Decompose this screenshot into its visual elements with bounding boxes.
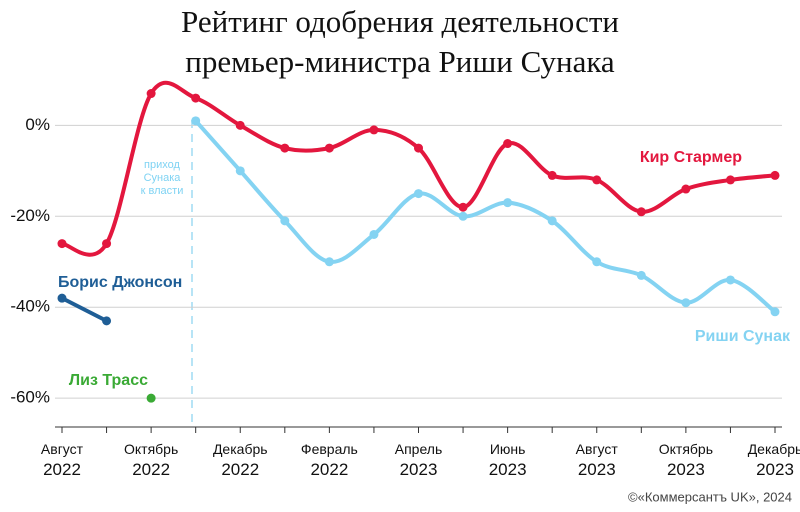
y-tick-label: -20% [10, 206, 50, 225]
series-label: Кир Стармер [640, 149, 742, 166]
x-tick-label: Август 2022 [41, 441, 84, 480]
point [414, 143, 423, 153]
point [592, 175, 602, 185]
point [57, 239, 67, 249]
point [547, 216, 557, 226]
x-tick-label: Октябрь 2022 [124, 441, 178, 480]
point [503, 198, 513, 208]
point [503, 139, 513, 149]
point [324, 257, 334, 267]
point [235, 166, 245, 176]
chart-title: премьер-министра Риши Сунака [185, 44, 615, 79]
point [725, 275, 735, 285]
point [725, 175, 735, 185]
point [458, 211, 468, 221]
point [146, 393, 156, 403]
y-tick-label: -40% [10, 297, 50, 316]
point [681, 184, 691, 194]
series-line [60, 296, 109, 323]
x-tick-label: Февраль 2022 [301, 441, 358, 480]
chart-title: Рейтинг одобрения деятельности [181, 4, 619, 39]
point [458, 202, 468, 212]
point [102, 239, 112, 249]
point [324, 143, 334, 153]
point [280, 216, 290, 226]
series-label: Борис Джонсон [58, 274, 182, 291]
point [770, 170, 780, 180]
point [547, 170, 557, 180]
annotation: к власти [141, 185, 184, 197]
credit: ©«Коммерсантъ UK», 2024 [628, 489, 792, 504]
point [280, 143, 290, 153]
point [146, 89, 156, 99]
series-label: Лиз Трасс [69, 372, 148, 389]
point [191, 93, 201, 103]
point [369, 229, 379, 239]
annotation: приход [144, 159, 180, 171]
x-tick-label: Апрель 2023 [395, 441, 443, 480]
point [235, 120, 245, 130]
series-label: Риши Сунак [695, 328, 791, 345]
point [770, 307, 780, 317]
point [414, 189, 423, 199]
point [369, 125, 379, 135]
x-tick-label: Октябрь 2023 [659, 441, 713, 480]
x-tick-label: Август 2023 [576, 441, 619, 480]
point [191, 116, 201, 126]
x-tick-label: Декабрь 2022 [213, 441, 268, 480]
y-tick-label: 0% [25, 115, 50, 134]
x-tick-label: Июнь 2023 [489, 441, 527, 480]
point [57, 293, 67, 303]
y-tick-label: -60% [10, 388, 50, 407]
point [681, 298, 691, 308]
point [102, 316, 112, 326]
point [636, 270, 646, 280]
point [592, 257, 602, 267]
point [636, 207, 646, 217]
annotation: Сунака [144, 172, 182, 184]
x-tick-label: Декабрь 2023 [748, 441, 800, 480]
